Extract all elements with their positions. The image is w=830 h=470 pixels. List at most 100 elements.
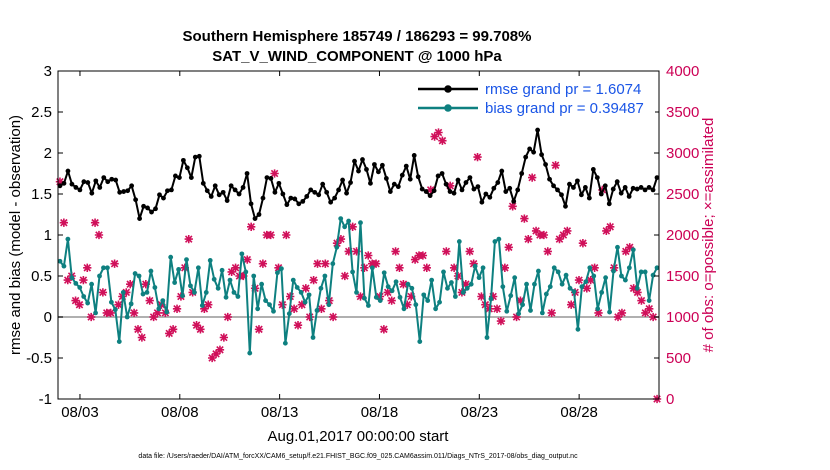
bias-point (168, 254, 174, 260)
bias-point (93, 310, 98, 316)
bias-point (484, 335, 490, 340)
bias-point (298, 290, 304, 295)
x-tick-label: 08/18 (361, 404, 399, 421)
bias-point (595, 306, 601, 312)
rmse-point (149, 209, 154, 215)
rmse-point (288, 195, 294, 201)
obs-count-marker (461, 280, 470, 289)
obs-count-marker (488, 292, 498, 301)
bias-point (219, 267, 225, 273)
rmse-point (487, 194, 493, 200)
bias-point (61, 263, 67, 269)
bias-point (128, 301, 134, 307)
rmse-point (578, 192, 584, 198)
bias-point (338, 216, 344, 222)
bias-point (650, 272, 656, 278)
obs-count-marker (356, 292, 365, 301)
bias-point (259, 281, 265, 287)
rmse-point (551, 183, 556, 189)
obs-count-marker (453, 271, 463, 281)
bias-point (73, 280, 79, 286)
obs-count-marker (153, 308, 162, 318)
x-tick-label: 08/13 (261, 404, 299, 421)
rmse-point (216, 192, 222, 198)
bias-point (322, 273, 328, 279)
bias-point (504, 308, 510, 314)
obs-count-marker (633, 288, 642, 297)
rmse-point (383, 176, 389, 181)
rmse-point (176, 175, 182, 181)
rmse-point (403, 163, 409, 169)
obs-count-marker (215, 345, 225, 354)
bias-point (318, 285, 324, 291)
y-tick-label: 3 (44, 63, 52, 80)
rmse-point (360, 157, 365, 162)
rmse-point (117, 189, 123, 195)
bias-point (409, 285, 415, 291)
bias-point (365, 303, 371, 308)
rmse-point (137, 216, 142, 222)
bias-point (330, 261, 336, 267)
obs-count-marker (383, 288, 392, 297)
rmse-point (507, 185, 513, 191)
obs-count-marker (141, 280, 150, 289)
rmse-point (423, 189, 429, 194)
obs-count-marker (547, 308, 556, 318)
bias-point (164, 309, 170, 315)
bias-point (468, 281, 474, 287)
y-axis-label: rmse and bias (model - observation) (7, 115, 24, 355)
rmse-point (101, 175, 107, 181)
rmse-point (459, 187, 465, 193)
bias-point (532, 281, 537, 287)
rmse-point (511, 198, 517, 204)
bias-point (354, 290, 359, 295)
rmse-point (515, 187, 521, 193)
rmse-point (586, 195, 592, 201)
rmse-point (129, 183, 135, 189)
obs-count-marker (391, 247, 400, 256)
rmse-point (308, 187, 314, 193)
obs-count-marker (270, 169, 279, 178)
bias-point (207, 258, 213, 263)
obs-count-marker (621, 247, 630, 256)
rmse-point (527, 146, 533, 152)
rmse-point (200, 180, 206, 186)
rmse-point (169, 187, 174, 193)
bias-point (464, 285, 470, 291)
bias-point (263, 298, 268, 303)
obs-count-marker (122, 288, 131, 297)
obs-count-marker (204, 300, 213, 309)
rmse-point (69, 181, 75, 187)
obs-count-marker (321, 259, 330, 268)
bias-point (243, 269, 249, 275)
rmse-point (379, 162, 385, 168)
rmse-point (602, 183, 608, 189)
bias-point (350, 269, 355, 275)
rmse-point (300, 198, 306, 204)
chart-subtitle: SAT_V_WIND_COMPONENT @ 1000 hPa (212, 48, 502, 65)
bias-point (290, 277, 296, 283)
obs-count-marker (613, 312, 623, 322)
rmse-point (312, 189, 318, 195)
rmse-point (642, 187, 648, 193)
y2-axis-label: # of obs: o=possible; ×=assimilated (700, 118, 717, 353)
obs-count-marker (309, 275, 318, 285)
obs-count-marker (90, 218, 100, 227)
y-tick-label: 0.5 (31, 268, 52, 285)
rmse-point (220, 189, 226, 195)
bias-point (57, 258, 63, 264)
bias-point (607, 309, 612, 315)
x-tick-label: 08/03 (61, 404, 99, 421)
obs-count-marker (469, 259, 478, 268)
obs-count-marker (418, 251, 428, 260)
obs-count-marker (110, 259, 119, 268)
rmse-point (547, 176, 552, 182)
obs-count-marker (617, 308, 627, 318)
rmse-point (260, 195, 266, 201)
obs-count-marker (63, 275, 72, 285)
obs-count-marker (442, 247, 451, 256)
rmse-point (208, 194, 214, 199)
y2-tick-label: 3000 (666, 145, 699, 162)
rmse-point (575, 178, 580, 184)
